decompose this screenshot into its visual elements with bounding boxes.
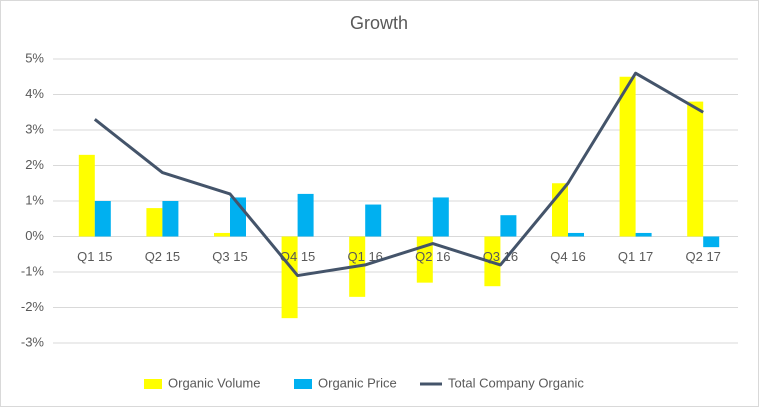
bar bbox=[703, 236, 720, 248]
legend-label: Organic Volume bbox=[168, 375, 261, 390]
y-tick-label: -1% bbox=[21, 263, 45, 278]
x-tick-label: Q2 16 bbox=[415, 249, 450, 264]
bar bbox=[146, 208, 163, 237]
bar bbox=[500, 215, 517, 237]
x-tick-label: Q1 16 bbox=[347, 249, 382, 264]
x-tick-label: Q4 15 bbox=[280, 249, 315, 264]
y-tick-label: 3% bbox=[25, 121, 44, 136]
x-tick-label: Q2 15 bbox=[145, 249, 180, 264]
bar bbox=[297, 193, 314, 237]
legend-swatch bbox=[294, 379, 312, 389]
x-tick-label: Q1 17 bbox=[618, 249, 653, 264]
y-tick-label: 2% bbox=[25, 157, 44, 172]
bar bbox=[432, 197, 449, 237]
bar bbox=[568, 232, 584, 237]
bar bbox=[94, 201, 111, 237]
y-tick-label: -3% bbox=[21, 334, 45, 349]
legend-label: Organic Price bbox=[318, 375, 397, 390]
x-tick-label: Q4 16 bbox=[550, 249, 585, 264]
legend-label: Total Company Organic bbox=[448, 375, 584, 390]
y-tick-label: 4% bbox=[25, 86, 44, 101]
x-tick-label: Q2 17 bbox=[685, 249, 720, 264]
bar bbox=[687, 101, 704, 237]
y-tick-label: 5% bbox=[25, 50, 44, 65]
bar bbox=[365, 204, 382, 237]
chart-title: Growth bbox=[350, 13, 408, 33]
y-tick-label: 1% bbox=[25, 192, 44, 207]
bar bbox=[78, 154, 95, 237]
bar bbox=[281, 236, 298, 319]
bar bbox=[635, 232, 652, 237]
line bbox=[93, 71, 704, 278]
y-tick-label: -2% bbox=[21, 299, 45, 314]
bar bbox=[619, 76, 636, 237]
x-tick-label: Q3 15 bbox=[212, 249, 247, 264]
bar bbox=[162, 201, 179, 237]
bar bbox=[214, 232, 230, 237]
x-tick-label: Q1 15 bbox=[77, 249, 112, 264]
y-tick-label: 0% bbox=[25, 228, 44, 243]
legend-swatch bbox=[144, 379, 162, 389]
